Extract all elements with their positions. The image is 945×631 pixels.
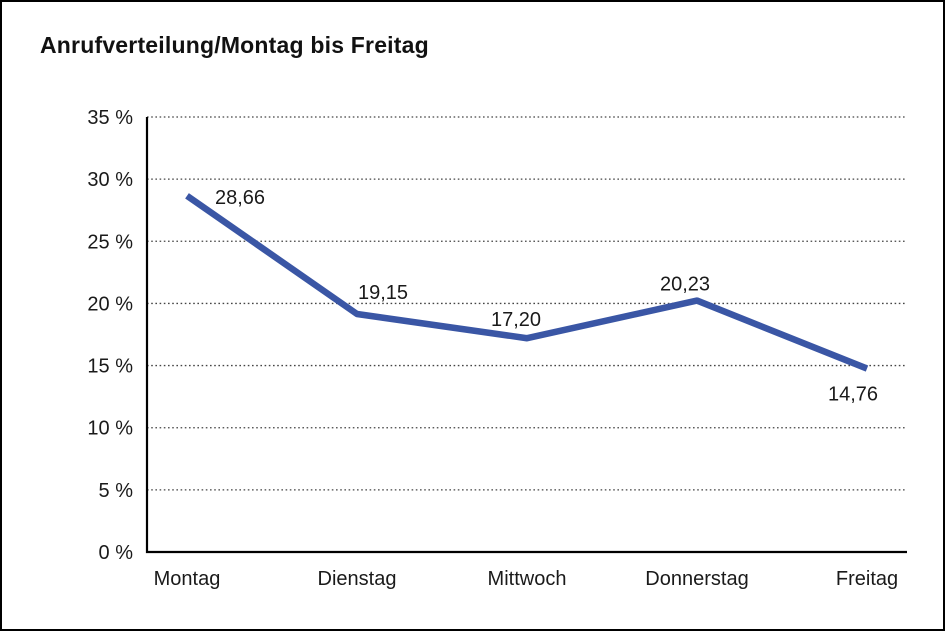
x-tick-label: Montag <box>154 568 221 590</box>
data-label: 19,15 <box>358 282 408 304</box>
x-tick-label: Dienstag <box>318 568 397 590</box>
axis-lines <box>145 117 907 554</box>
y-tick-label: 35 % <box>87 107 133 129</box>
y-tick-label: 20 % <box>87 293 133 315</box>
data-label: 20,23 <box>660 274 710 296</box>
data-label: 14,76 <box>828 384 878 406</box>
y-tick-label: 0 % <box>99 542 134 564</box>
y-tick-label: 10 % <box>87 418 133 440</box>
x-tick-label: Freitag <box>836 568 898 590</box>
y-tick-label: 5 % <box>99 480 134 502</box>
y-tick-label: 15 % <box>87 356 133 378</box>
data-label: 28,66 <box>215 187 265 209</box>
data-label: 17,20 <box>491 309 541 331</box>
x-tick-label: Donnerstag <box>645 568 748 590</box>
x-tick-label: Mittwoch <box>488 568 567 590</box>
series-line <box>185 193 869 372</box>
chart-title: Anrufverteilung/Montag bis Freitag <box>40 32 429 58</box>
y-tick-label: 30 % <box>87 169 133 191</box>
y-tick-label: 25 % <box>87 231 133 253</box>
